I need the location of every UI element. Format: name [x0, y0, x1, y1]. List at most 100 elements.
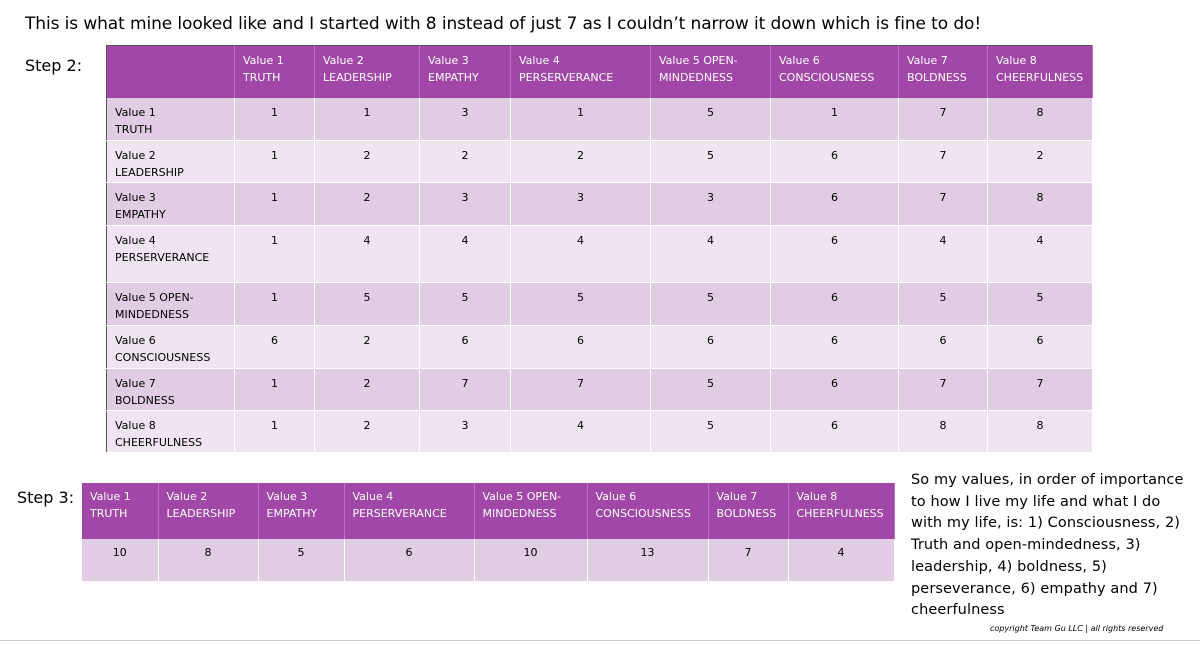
step-3-total-cell: 4 [788, 539, 895, 581]
step-2-col-header: Value 4 PERSERVERANCE [510, 45, 651, 98]
row-header-line1: Value 5 OPEN- [115, 291, 194, 304]
step-2-col-header: Value 1 TRUTH [234, 45, 315, 98]
step-2-cell: 1 [770, 97, 899, 141]
step-2-cell: 7 [898, 140, 988, 183]
step-2-header-row: Value 1 TRUTH Value 2 LEADERSHIP Value 3 EM… [106, 45, 1093, 98]
row-header-line2: TRUTH [115, 122, 153, 136]
step-2-cell: 6 [770, 325, 899, 369]
step-2-cell: 3 [419, 410, 511, 453]
step-2-cell: 7 [987, 368, 1093, 411]
row-header-line2: LEADERSHIP [115, 166, 184, 179]
step-2-cell: 6 [770, 410, 899, 453]
row-header-line2: CHEERFULNESS [115, 436, 203, 449]
step-2-row: Value 8 CHEERFULNESS 1 2 3 4 5 6 8 8 [106, 410, 1093, 453]
col-header-line1: Value 2 [166, 490, 208, 503]
step-2-row-header: Value 6 CONSCIOUSNESS [106, 325, 235, 369]
step-2-row: Value 5 OPEN- MINDEDNESS 1 5 5 5 5 6 5 5 [106, 282, 1093, 326]
step-2-cell: 6 [650, 325, 771, 369]
step-2-cell: 1 [234, 368, 315, 411]
col-header-line2: TRUTH [90, 507, 128, 520]
col-header-line1: Value 1 [90, 490, 131, 503]
step-2-row: Value 6 CONSCIOUSNESS 6 2 6 6 6 6 6 6 [106, 325, 1093, 369]
step-2-row-header: Value 3 EMPATHY [106, 182, 235, 226]
step-2-row-header: Value 1 TRUTH [106, 97, 235, 141]
step-2-col-header: Value 3 EMPATHY [419, 45, 511, 98]
intro-text: This is what mine looked like and I star… [25, 14, 982, 34]
col-header-line2: EMPATHY [266, 507, 318, 520]
row-header-line2: BOLDNESS [115, 394, 175, 407]
step-2-cell: 4 [650, 225, 771, 283]
col-header-line2: CONSCIOUSNESS [779, 71, 875, 84]
step-3-col-header: Value 5 OPEN- MINDEDNESS [474, 483, 588, 539]
step-2-cell: 2 [987, 140, 1093, 183]
step-2-cell: 5 [650, 140, 771, 183]
step-2-cell: 5 [314, 282, 420, 326]
col-header-line2: EMPATHY [428, 71, 479, 84]
step-2-cell: 7 [510, 368, 651, 411]
col-header-line1: Value 5 OPEN- [659, 54, 738, 67]
col-header-line2: PERSERVERANCE [352, 507, 447, 520]
step-2-row-header: Value 2 LEADERSHIP [106, 140, 235, 183]
step-2-col-header: Value 8 CHEERFULNESS [987, 45, 1093, 98]
step-2-corner-cell [106, 45, 235, 98]
row-header-line2: EMPATHY [115, 208, 166, 221]
step-3-col-header: Value 6 CONSCIOUSNESS [587, 483, 709, 539]
step-2-cell: 4 [314, 225, 420, 283]
step-3-totals-row: 10 8 5 6 10 13 7 4 [82, 539, 895, 581]
col-header-line2: CONSCIOUSNESS [595, 507, 691, 520]
row-header-line2: PERSERVERANCE [115, 251, 210, 264]
step-3-total-cell: 10 [474, 539, 588, 581]
col-header-line1: Value 2 [323, 54, 364, 67]
step-2-cell: 8 [987, 410, 1093, 453]
col-header-line1: Value 4 [352, 490, 394, 503]
col-header-line2: BOLDNESS [716, 507, 777, 520]
step-2-cell: 3 [419, 97, 511, 141]
row-header-line1: Value 6 [115, 334, 156, 347]
col-header-line2: MINDEDNESS [659, 71, 733, 84]
col-header-line1: Value 3 [428, 54, 469, 67]
step-2-cell: 4 [987, 225, 1093, 283]
col-header-line1: Value 8 [996, 54, 1037, 67]
col-header-line2: LEADERSHIP [323, 71, 392, 84]
step-2-row: Value 4 PERSERVERANCE 1 4 4 4 4 6 4 4 [106, 225, 1093, 283]
step-2-cell: 1 [510, 97, 651, 141]
step-2-cell: 7 [898, 368, 988, 411]
step-3-col-header: Value 7 BOLDNESS [708, 483, 789, 539]
step-2-cell: 5 [650, 368, 771, 411]
step-2-cell: 2 [419, 140, 511, 183]
row-header-line1: Value 4 [115, 234, 156, 247]
step-2-cell: 8 [898, 410, 988, 453]
col-header-line1: Value 5 OPEN- [482, 490, 562, 503]
col-header-line1: Value 6 [779, 54, 820, 67]
step-2-cell: 3 [510, 182, 651, 226]
step-2-row: Value 1 TRUTH 1 1 3 1 5 1 7 8 [106, 97, 1093, 141]
step-2-row: Value 3 EMPATHY 1 2 3 3 3 6 7 8 [106, 182, 1093, 226]
step-3-totals-table: Value 1 TRUTH Value 2 LEADERSHIP Value 3 EMPA… [82, 483, 895, 581]
col-header-line2: BOLDNESS [907, 71, 967, 84]
step-2-row: Value 2 LEADERSHIP 1 2 2 2 5 6 7 2 [106, 140, 1093, 183]
step-2-row-header: Value 5 OPEN- MINDEDNESS [106, 282, 235, 326]
step-2-cell: 3 [650, 182, 771, 226]
row-header-line1: Value 1 [115, 105, 156, 119]
step-2-cell: 6 [987, 325, 1093, 369]
col-header-line2: PERSERVERANCE [519, 71, 614, 84]
step-2-cell: 2 [314, 368, 420, 411]
col-header-line1: Value 6 [595, 490, 637, 503]
step-2-cell: 1 [234, 140, 315, 183]
step-2-cell: 1 [314, 97, 420, 141]
step-2-row-header: Value 7 BOLDNESS [106, 368, 235, 411]
row-header-line1: Value 8 [115, 419, 156, 432]
step-3-total-cell: 7 [708, 539, 789, 581]
step-2-cell: 5 [650, 282, 771, 326]
col-header-line1: Value 3 [266, 490, 308, 503]
step-2-cell: 5 [898, 282, 988, 326]
step-2-cell: 4 [510, 225, 651, 283]
step-2-cell: 5 [987, 282, 1093, 326]
col-header-line2: TRUTH [243, 71, 281, 84]
step-2-label: Step 2: [25, 56, 83, 75]
step-2-cell: 7 [419, 368, 511, 411]
step-2-cell: 1 [234, 282, 315, 326]
step-2-cell: 1 [234, 410, 315, 453]
col-header-line2: CHEERFULNESS [996, 71, 1084, 84]
step-2-cell: 2 [314, 325, 420, 369]
